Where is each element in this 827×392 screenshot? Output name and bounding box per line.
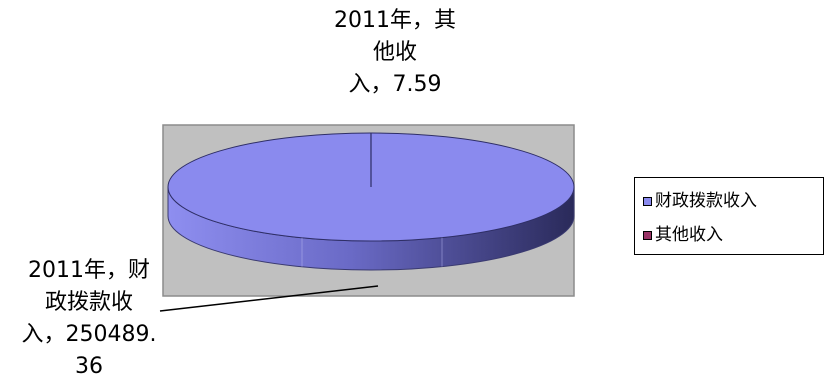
- legend-item-2: 其他收入: [643, 224, 723, 246]
- legend-label-1: 财政拨款收入: [655, 191, 757, 211]
- legend: 财政拨款收入 其他收入: [634, 177, 824, 255]
- legend-label-2: 其他收入: [655, 225, 723, 245]
- legend-item-1: 财政拨款收入: [643, 190, 757, 212]
- leader-line-slice-1: [159, 285, 379, 312]
- data-label-slice-1: 2011年，财 政拨款收 入，250489. 36: [21, 258, 157, 379]
- legend-swatch-2: [643, 230, 652, 240]
- data-label-slice-2: 2011年，其 他收 入，7.59: [334, 8, 456, 97]
- legend-swatch-1: [643, 196, 652, 206]
